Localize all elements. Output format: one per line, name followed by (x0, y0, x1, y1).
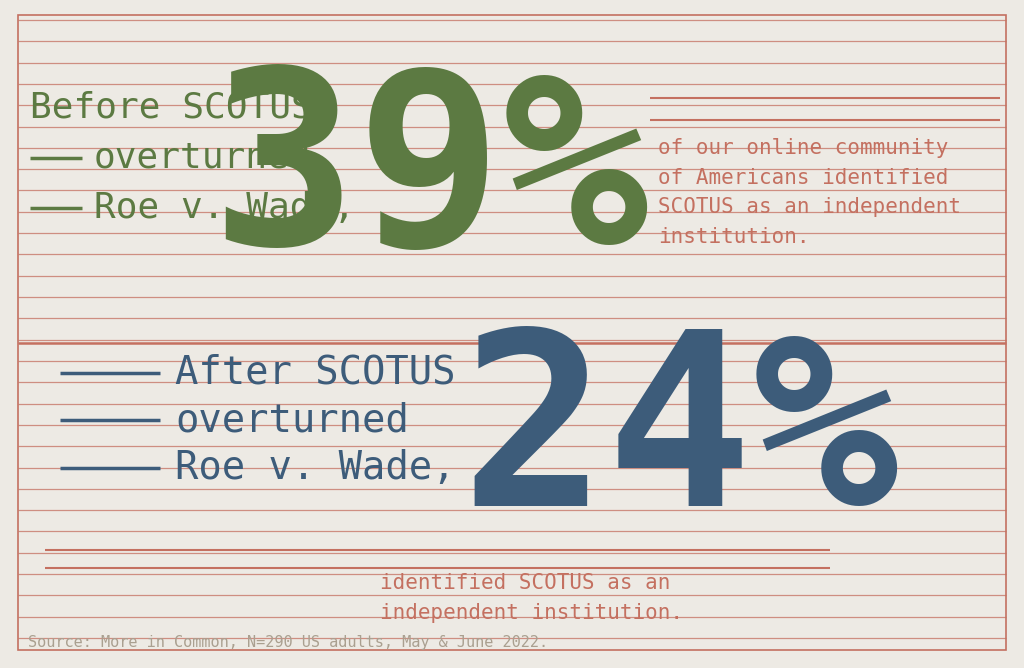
Text: Source: More in Common, N=290 US adults, May & June 2022.: Source: More in Common, N=290 US adults,… (28, 635, 548, 650)
Text: of our online community
of Americans identified
SCOTUS as an independent
institu: of our online community of Americans ide… (658, 138, 961, 246)
Text: overturned: overturned (175, 401, 409, 439)
Text: identified SCOTUS as an
independent institution.: identified SCOTUS as an independent inst… (380, 573, 683, 623)
Text: After SCOTUS: After SCOTUS (175, 354, 456, 392)
Text: Roe v. Wade,: Roe v. Wade, (175, 449, 456, 487)
Text: overturned: overturned (94, 141, 311, 175)
Text: 39%: 39% (211, 61, 649, 295)
Text: 24%: 24% (461, 321, 899, 556)
Text: Roe v. Wade,: Roe v. Wade, (94, 191, 355, 225)
Text: Before SCOTUS: Before SCOTUS (30, 91, 312, 125)
